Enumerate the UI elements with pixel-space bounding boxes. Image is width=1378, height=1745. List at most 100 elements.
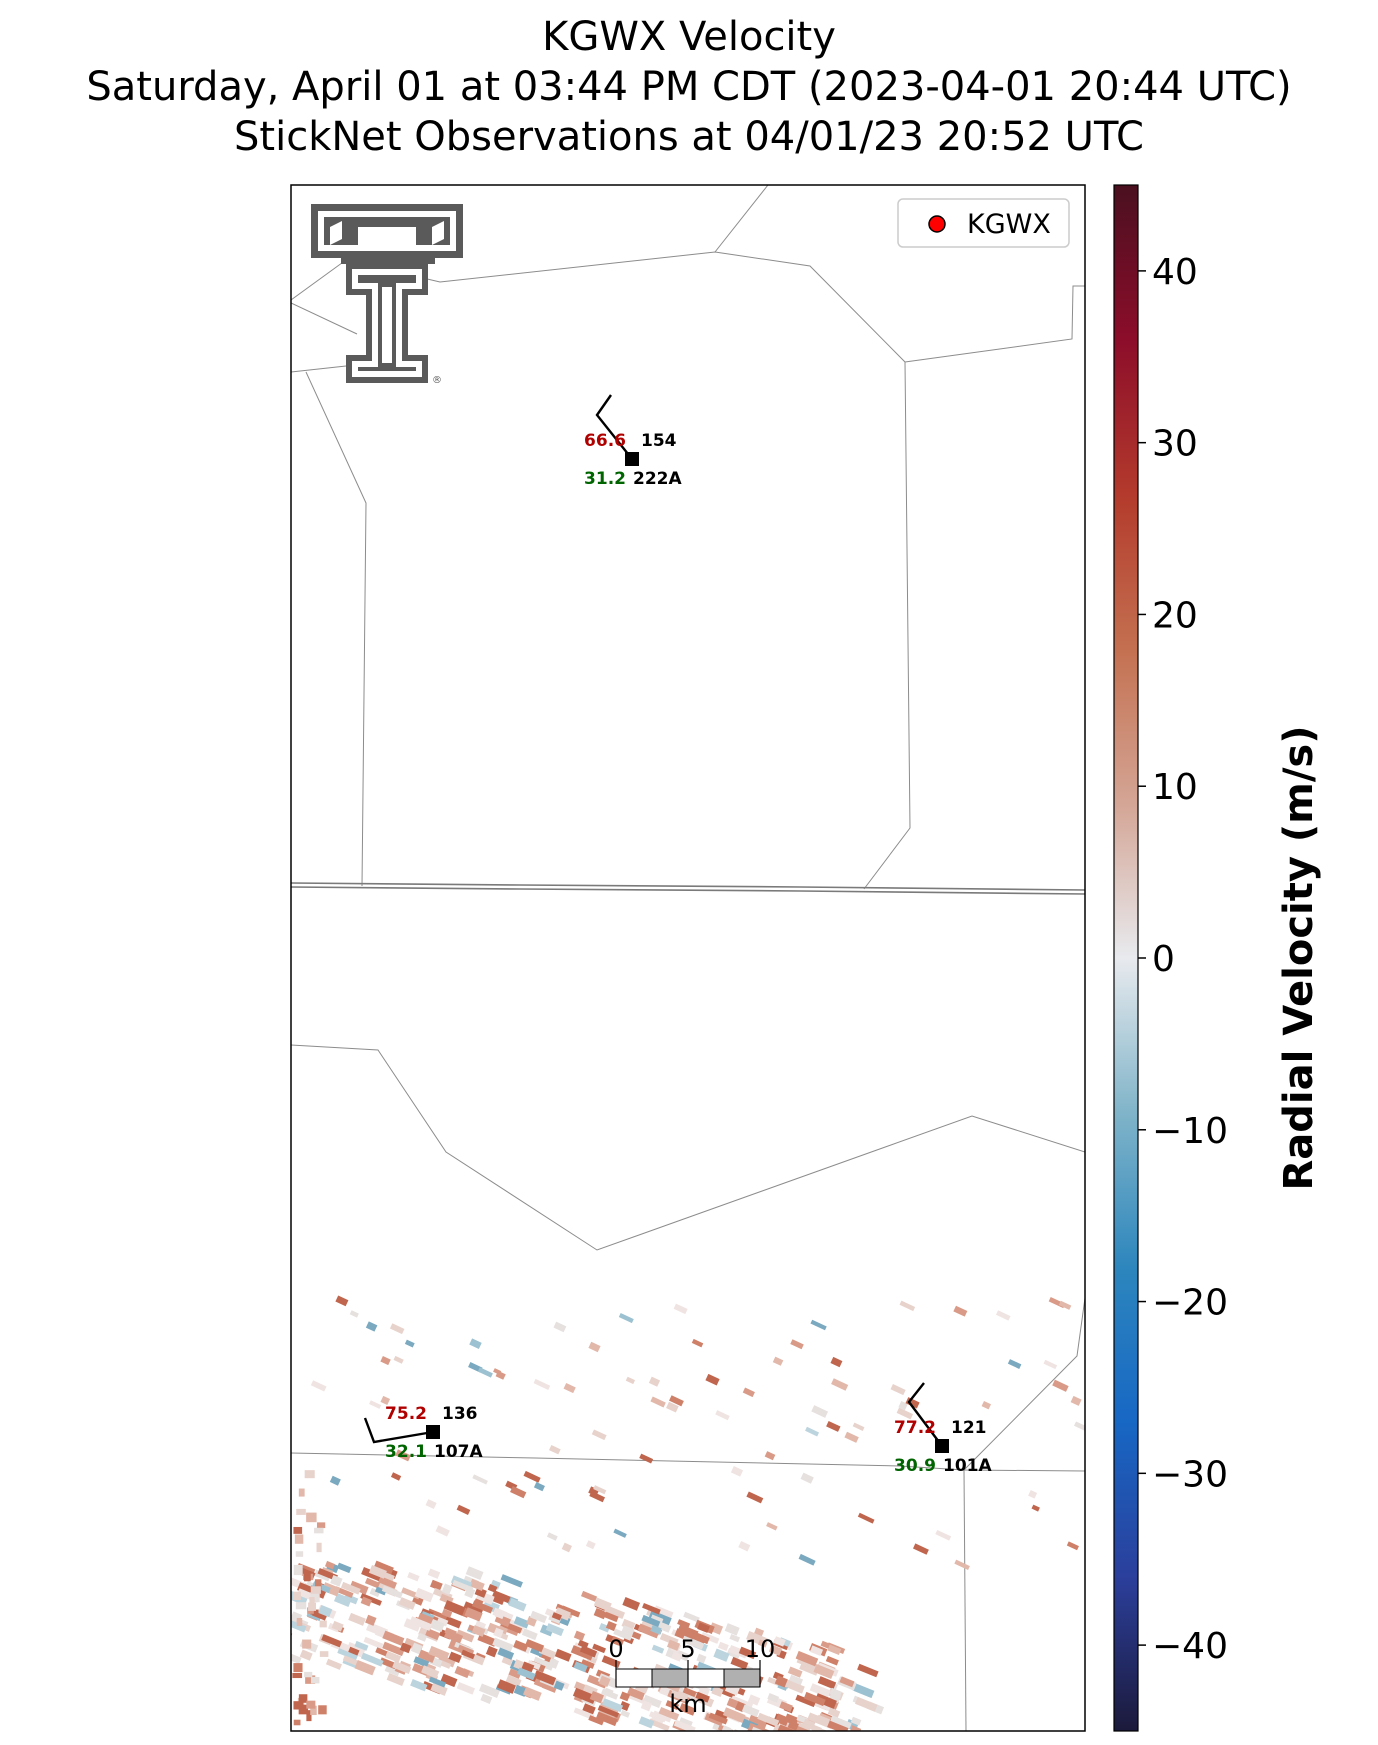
velocity-echo (303, 1573, 311, 1582)
velocity-echo (318, 1604, 333, 1618)
velocity-echo (496, 1679, 516, 1694)
velocity-echo (472, 1474, 488, 1485)
velocity-echo (839, 1676, 855, 1688)
velocity-echo (826, 1420, 841, 1432)
velocity-echo (805, 1426, 820, 1437)
velocity-echo (620, 1709, 631, 1718)
velocity-echo (349, 1310, 359, 1318)
velocity-echo (779, 1701, 793, 1713)
velocity-echo (580, 1659, 595, 1669)
velocity-echo (444, 1627, 457, 1637)
velocity-echo (546, 1532, 558, 1541)
velocity-echo (693, 1632, 710, 1645)
velocity-echo (298, 1488, 305, 1497)
velocity-echo (619, 1701, 630, 1712)
velocity-echo (380, 1395, 391, 1406)
velocity-echo (830, 1356, 843, 1368)
velocity-echo (538, 1646, 557, 1659)
velocity-echo (310, 1676, 320, 1684)
texas-tech-double-t-logo: ® (311, 204, 463, 386)
station-101A[interactable]: 77.2 121 30.9 101A (894, 1382, 992, 1476)
velocity-echo (618, 1312, 634, 1324)
velocity-echo (695, 1691, 710, 1703)
velocity-echo (595, 1711, 618, 1727)
velocity-echo (673, 1719, 696, 1731)
velocity-echo (738, 1646, 757, 1660)
velocity-echo (830, 1715, 852, 1729)
velocity-echo (316, 1542, 322, 1553)
velocity-echo (329, 1475, 341, 1486)
scale-label-0: 0 (608, 1635, 623, 1663)
velocity-echo (642, 1694, 662, 1709)
velocity-echo (757, 1712, 780, 1727)
colorbar-tick-label: 40 (1152, 252, 1198, 293)
velocity-echo (757, 1639, 768, 1648)
velocity-echo (473, 1598, 484, 1608)
scale-label-5: 5 (680, 1635, 695, 1663)
velocity-echo (995, 1310, 1011, 1321)
velocity-echo (455, 1629, 475, 1643)
title-line-2: Saturday, April 01 at 03:44 PM CDT (2023… (86, 64, 1292, 110)
velocity-echo (700, 1631, 720, 1644)
velocity-echo (669, 1395, 684, 1407)
velocity-echo (324, 1560, 335, 1570)
velocity-echo (677, 1619, 691, 1629)
velocity-echo (410, 1642, 423, 1655)
velocity-echo (553, 1680, 565, 1691)
velocity-echo (708, 1712, 728, 1725)
velocity-echo (474, 1587, 487, 1598)
velocity-echo (1074, 1421, 1085, 1433)
velocity-echo (360, 1593, 382, 1606)
velocity-echo (772, 1724, 793, 1731)
velocity-echo (517, 1667, 536, 1681)
velocity-echo (493, 1627, 504, 1638)
velocity-echo (497, 1647, 515, 1660)
velocity-echo (648, 1711, 667, 1723)
legend: KGWX (897, 198, 1070, 248)
velocity-echo (912, 1543, 929, 1555)
velocity-echo (485, 1645, 498, 1658)
velocity-echo (501, 1656, 513, 1666)
station-temperature: 75.2 (385, 1404, 427, 1424)
velocity-echo (798, 1553, 816, 1566)
velocity-echo (639, 1453, 654, 1464)
velocity-echo (774, 1675, 788, 1688)
velocity-echo (428, 1645, 450, 1662)
station-107A[interactable]: 75.2 136 32.1 107A (363, 1404, 483, 1462)
station-id: 101A (943, 1456, 992, 1476)
velocity-echo (380, 1356, 391, 1366)
velocity-echo (857, 1512, 875, 1524)
velocity-echo (585, 1540, 596, 1550)
velocity-echo (314, 1579, 322, 1590)
velocity-echo (319, 1620, 327, 1628)
velocity-echo (691, 1338, 704, 1348)
velocity-echo (425, 1628, 441, 1641)
velocity-echo (530, 1610, 548, 1624)
velocity-echo (500, 1616, 512, 1628)
velocity-echo (666, 1401, 679, 1413)
station-222A[interactable]: 66.6 154 31.2 222A (584, 394, 682, 489)
velocity-echo (809, 1645, 824, 1657)
velocity-echo (500, 1574, 523, 1588)
velocity-echo (425, 1499, 437, 1510)
velocity-echo (381, 1585, 403, 1599)
velocity-echo (613, 1628, 633, 1641)
velocity-echo (677, 1624, 699, 1638)
station-dewpoint: 30.9 (894, 1456, 936, 1476)
velocity-echo (697, 1622, 710, 1633)
station-pressure: 121 (951, 1418, 987, 1438)
colorbar-tick-label: 30 (1152, 424, 1198, 465)
velocity-echo (827, 1707, 841, 1718)
velocity-echo (795, 1650, 819, 1667)
velocity-echo (777, 1724, 801, 1731)
velocity-echo (572, 1687, 597, 1704)
velocity-echo (657, 1621, 672, 1633)
station-pressure: 136 (442, 1404, 478, 1424)
velocity-echo (465, 1566, 484, 1581)
map-panel[interactable]: 66.6 154 31.2 222A 75.2 136 32.1 107A 77.2 121 30.… (261, 184, 1091, 1743)
velocity-echo (533, 1670, 557, 1686)
velocity-echo (673, 1303, 688, 1315)
velocity-echo (375, 1586, 387, 1596)
velocity-echo (321, 1582, 341, 1597)
